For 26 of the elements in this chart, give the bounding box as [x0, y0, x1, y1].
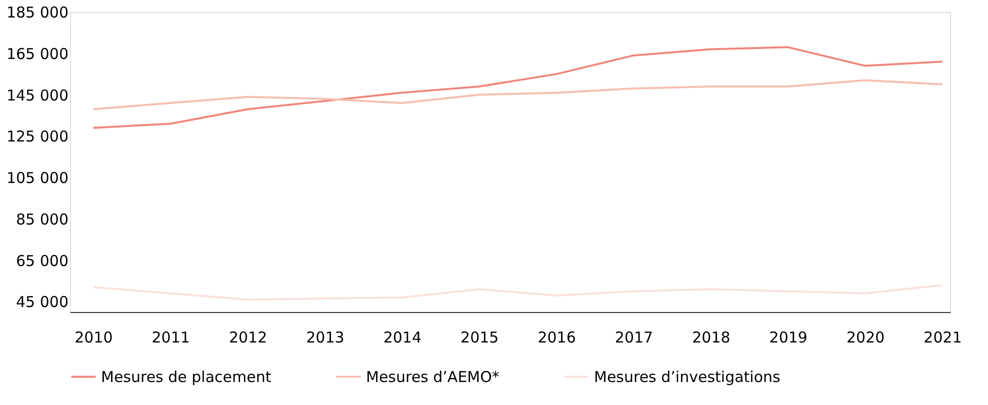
x-tick-label: 2021 — [924, 328, 962, 346]
line-series — [92, 284, 944, 301]
y-tick-label: 165 000 — [6, 44, 68, 63]
legend-label: Mesures d’AEMO* — [366, 368, 500, 386]
line-series — [92, 79, 944, 110]
x-tick-label: 2020 — [846, 328, 885, 346]
x-tick-label: 2015 — [460, 328, 499, 346]
y-tick-label: 65 000 — [16, 252, 68, 270]
x-tick-label: 2013 — [306, 328, 344, 346]
x-tick-label: 2016 — [538, 328, 576, 346]
line-series — [92, 46, 944, 129]
y-tick-label: 145 000 — [6, 86, 68, 104]
y-tick-label: 125 000 — [6, 128, 68, 146]
legend-label: Mesures d’investigations — [594, 368, 781, 386]
y-tick-label: 185 000 — [6, 4, 68, 22]
x-tick-label: 2010 — [74, 328, 113, 346]
legend-label: Mesures de placement — [101, 368, 272, 386]
y-tick-label: 105 000 — [6, 169, 68, 188]
y-tick-label: 85 000 — [16, 210, 68, 228]
x-tick-label: 2019 — [769, 328, 808, 346]
x-tick-label: 2014 — [383, 328, 422, 346]
x-tick-label: 2011 — [152, 328, 190, 346]
y-tick-label: 45 000 — [16, 293, 68, 312]
x-tick-label: 2018 — [692, 328, 730, 346]
x-tick-label: 2012 — [228, 328, 268, 346]
x-tick-label: 2017 — [614, 328, 654, 346]
